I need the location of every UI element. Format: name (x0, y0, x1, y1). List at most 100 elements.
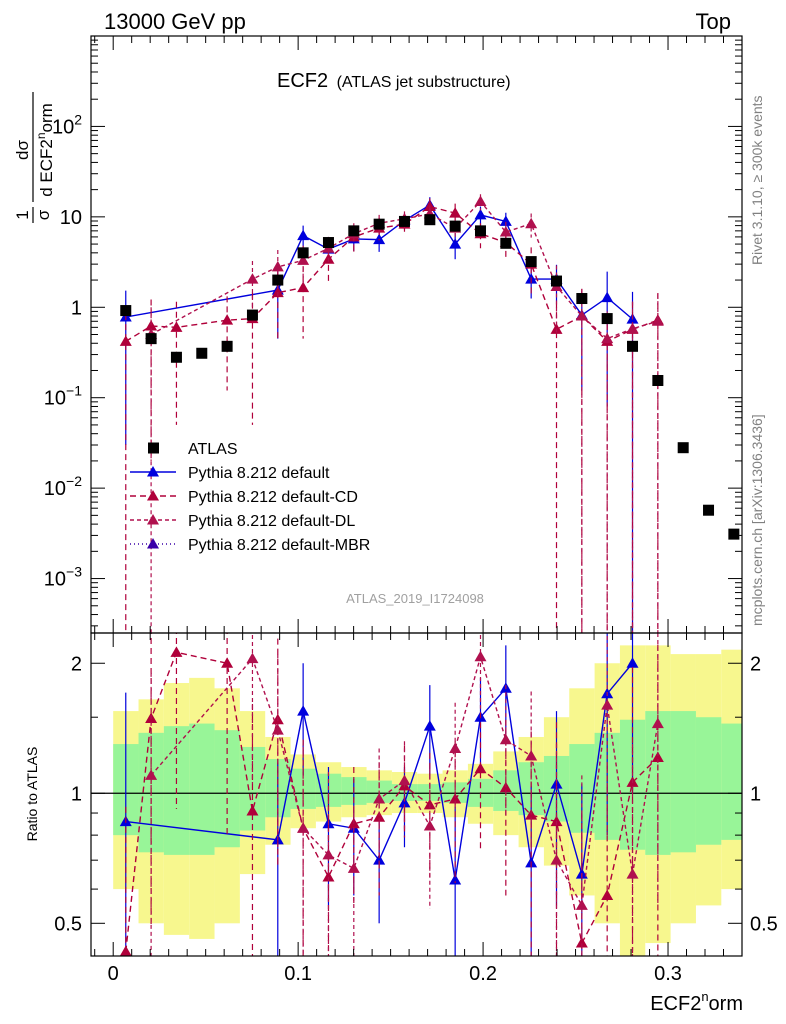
point-dl (626, 322, 639, 334)
band-inner-bin (695, 717, 722, 845)
ratio-tick-label-left: 2 (71, 653, 82, 675)
ratio-point-default (297, 705, 310, 716)
ratio-point-cd (119, 945, 132, 956)
y-tick-label: 1 (71, 297, 82, 319)
x-axis-label: ECF2norm (650, 989, 743, 1015)
ratio-tick-label-left: 0.5 (54, 913, 82, 935)
y-tick-label: 10−3 (44, 564, 82, 591)
x-tick-label: 0 (108, 963, 119, 985)
point-default (297, 229, 310, 241)
ratio-point-cd (651, 751, 664, 763)
band-inner-bin (721, 723, 742, 840)
atlas-point (525, 256, 537, 268)
axis-tick-labels: 0 0.1 0.2 0.3 10−3 10−2 10−1 1 10 102 0.5 0.5 1 1 2 2 (44, 111, 778, 985)
atlas-point (677, 442, 689, 454)
point-cd (221, 314, 234, 325)
point-dl (525, 217, 538, 229)
atlas-point (348, 225, 360, 237)
point-default (449, 238, 462, 249)
legend-marker (147, 490, 159, 501)
point-dl (271, 260, 284, 272)
ratio-tick-label-right: 1 (750, 783, 761, 805)
y-label-one: 1 (13, 210, 32, 219)
ratio-point-cd (322, 870, 335, 882)
point-dl (499, 225, 512, 237)
ratio-point-dl (550, 854, 563, 865)
ratio-point-dl (626, 868, 639, 879)
x-tick-label: 0.3 (654, 963, 682, 985)
atlas-point (652, 374, 664, 386)
atlas-point (196, 347, 208, 359)
legend-marker (147, 466, 159, 477)
ratio-point-cd (221, 657, 234, 668)
ratio-point-cd (449, 792, 462, 804)
point-default (499, 215, 512, 226)
ratio-point-default (449, 873, 462, 885)
point-dl (297, 254, 310, 265)
point-dl (601, 332, 614, 344)
y-axis-label: 1 σ dσ d ECF2norm (13, 92, 56, 223)
atlas-point (322, 237, 334, 249)
ratio-line-dl (150, 654, 659, 908)
atlas-point (601, 313, 613, 325)
plot-title: ECF2 (ATLAS jet substructure) (277, 70, 511, 92)
ratio-line-default (125, 662, 634, 881)
ratio-point-dl (297, 822, 310, 833)
atlas-point (145, 333, 157, 345)
atlas-point (728, 528, 740, 540)
legend-label: Pythia 8.212 default-CD (188, 489, 358, 506)
point-default (601, 291, 614, 303)
ratio-point-cd (373, 811, 386, 822)
atlas-point (246, 309, 258, 321)
ratio-point-dl (525, 749, 538, 761)
ratio-point-dl (373, 792, 386, 804)
point-cd (297, 281, 310, 293)
legend: ATLAS Pythia 8.212 default Pythia 8.212 de… (130, 441, 370, 554)
y-label-dsigma: dσ (13, 140, 32, 160)
ratio-series-layer (119, 633, 664, 956)
ratio-point-cd (601, 889, 614, 900)
band-inner-bin (189, 723, 215, 855)
band-inner-bin (670, 711, 696, 853)
atlas-point (398, 215, 410, 227)
point-dl (246, 273, 259, 284)
y-tick-label: 10−2 (44, 473, 82, 500)
ratio-point-dl (145, 769, 158, 780)
header-left: 13000 GeV pp (104, 9, 246, 34)
legend-label: Pythia 8.212 default-DL (188, 513, 355, 530)
ratio-point-dl (499, 733, 512, 745)
ratio-axis-label: Ratio to ATLAS (24, 747, 40, 842)
ratio-point-dl (575, 899, 588, 910)
ratio-panel-frame (90, 632, 743, 957)
ratio-point-cd (474, 762, 487, 774)
atlas-point (424, 214, 436, 226)
point-cd (271, 286, 284, 298)
rivet-label: Rivet 3.1.10, ≥ 300k events (749, 95, 765, 265)
atlas-point (373, 218, 385, 230)
x-tick-label: 0.2 (469, 963, 497, 985)
y-label-denominator: d ECF2norm (34, 103, 56, 197)
ratio-tick-label-left: 1 (71, 783, 82, 805)
atlas-point (449, 220, 461, 232)
ratio-point-dl (322, 848, 335, 860)
plot-title-sub: (ATLAS jet substructure) (337, 74, 511, 91)
ratio-point-cd (550, 815, 563, 827)
ratio-point-dl (246, 652, 259, 664)
atlas-point (474, 225, 486, 237)
ratio-point-dl (398, 774, 411, 786)
atlas-point (297, 247, 309, 259)
ratio-point-dl (271, 724, 284, 735)
atlas-point (703, 504, 715, 516)
y-tick-label: 102 (52, 111, 82, 138)
plot-title-main: ECF2 (277, 70, 328, 92)
point-cd (145, 320, 158, 331)
ratio-point-cd (575, 937, 588, 948)
point-dl (474, 195, 487, 206)
main-series-layer (119, 194, 740, 633)
atlas-point (576, 293, 588, 305)
legend-label: Pythia 8.212 default (188, 465, 330, 482)
atlas-point (500, 237, 512, 249)
ratio-point-dl (474, 650, 487, 662)
ratio-point-dl (423, 819, 436, 831)
